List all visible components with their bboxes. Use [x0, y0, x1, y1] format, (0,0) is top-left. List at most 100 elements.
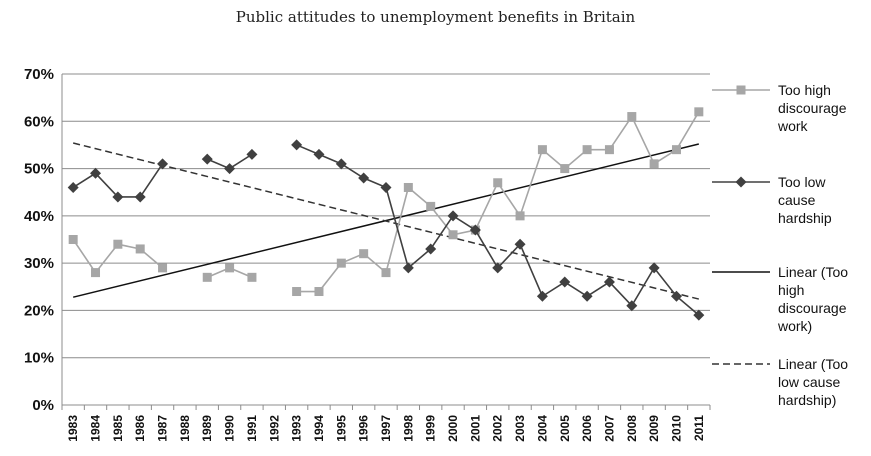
data-point [493, 178, 503, 188]
x-tick-label: 2000 [446, 415, 460, 442]
legend-marker [735, 176, 747, 188]
legend-label: discourage [778, 100, 847, 116]
data-point [581, 290, 593, 302]
data-point [514, 238, 526, 250]
x-tick-label: 1993 [290, 415, 304, 442]
legend-entry-3: Linear (Too high discourage work) [712, 264, 848, 334]
data-point [202, 272, 212, 282]
data-point [402, 262, 414, 274]
x-tick-label: 1996 [357, 415, 371, 442]
data-point [380, 181, 392, 193]
legend-entry-2: Too low cause hardship [712, 174, 832, 226]
data-point [603, 276, 615, 288]
y-tick-label: 40% [24, 208, 54, 225]
data-point [537, 145, 547, 155]
legend-label: Linear (Too [778, 356, 848, 372]
x-tick-label: 1999 [424, 415, 438, 442]
data-point [426, 201, 436, 211]
data-point [314, 287, 324, 297]
x-tick-label: 1994 [312, 415, 326, 442]
x-tick-label: 2006 [580, 415, 594, 442]
data-point [670, 290, 682, 302]
data-point [559, 276, 571, 288]
trendline-2 [72, 142, 700, 300]
data-point [448, 230, 458, 240]
y-tick-label: 20% [24, 302, 54, 319]
data-point [247, 272, 257, 282]
data-point [225, 263, 235, 273]
data-point [693, 309, 705, 321]
x-tick-label: 2008 [625, 415, 639, 442]
x-tick-label: 1984 [89, 415, 103, 442]
series-2 [67, 139, 705, 321]
x-tick-label: 2011 [692, 415, 706, 441]
data-point [158, 263, 168, 273]
y-tick-label: 30% [24, 255, 54, 272]
data-point [648, 262, 660, 274]
x-tick-label: 2007 [602, 415, 616, 442]
x-tick-label: 1997 [379, 415, 393, 442]
data-point [292, 287, 302, 297]
x-tick-label: 1992 [267, 415, 281, 442]
data-point [492, 262, 504, 274]
series-1 [68, 107, 704, 297]
x-tick-label: 1985 [111, 415, 125, 442]
legend-label: work [777, 118, 809, 134]
x-tick-label: 2005 [558, 415, 572, 442]
legend-marker [736, 85, 746, 95]
data-point [201, 153, 213, 165]
data-point [604, 145, 614, 155]
data-point [134, 191, 146, 203]
data-point [381, 268, 391, 278]
data-point [313, 148, 325, 160]
legend-label: low cause [778, 374, 840, 390]
x-tick-label: 1988 [178, 415, 192, 442]
data-point [536, 290, 548, 302]
chart-title: Public attitudes to unemployment benefit… [235, 8, 636, 26]
x-tick-label: 2009 [647, 415, 661, 442]
data-point [425, 243, 437, 255]
data-point [157, 158, 169, 170]
data-point [469, 224, 481, 236]
data-point [113, 239, 123, 249]
x-tick-label: 2001 [468, 415, 482, 442]
legend-label: hardship) [778, 392, 836, 408]
data-point [112, 191, 124, 203]
data-point [224, 163, 236, 175]
data-point [335, 158, 347, 170]
x-tick-label: 1983 [66, 415, 80, 442]
data-point [403, 182, 413, 192]
data-point [358, 172, 370, 184]
data-point [359, 249, 369, 259]
x-tick-label: 2002 [491, 415, 505, 442]
data-point [515, 211, 525, 221]
x-tick-label: 2010 [669, 415, 683, 442]
data-point [582, 145, 592, 155]
x-tick-label: 1987 [156, 415, 170, 442]
x-tick-label: 2004 [535, 415, 549, 442]
x-tick-label: 1991 [245, 415, 259, 442]
data-point [447, 210, 459, 222]
y-tick-label: 60% [24, 113, 54, 130]
legend-label: high [778, 282, 804, 298]
data-point [671, 145, 681, 155]
data-point [135, 244, 145, 254]
legend-label: hardship [778, 210, 832, 226]
series-line-segment [296, 144, 700, 316]
data-point [560, 164, 570, 174]
y-tick-label: 0% [32, 397, 54, 414]
data-point [90, 167, 102, 179]
legend-label: work) [777, 318, 812, 334]
data-point [627, 112, 637, 122]
data-point [68, 235, 78, 244]
x-tick-label: 1989 [200, 415, 214, 442]
legend-entry-4: Linear (Too low cause hardship) [712, 356, 848, 408]
data-point [649, 159, 659, 169]
legend-entry-1: Too high discourage work [712, 82, 847, 134]
legend-label: Too low [778, 174, 826, 190]
legend-label: Linear (Too [778, 264, 848, 280]
data-point [67, 181, 79, 193]
data-point [291, 139, 303, 151]
data-point [694, 107, 704, 117]
